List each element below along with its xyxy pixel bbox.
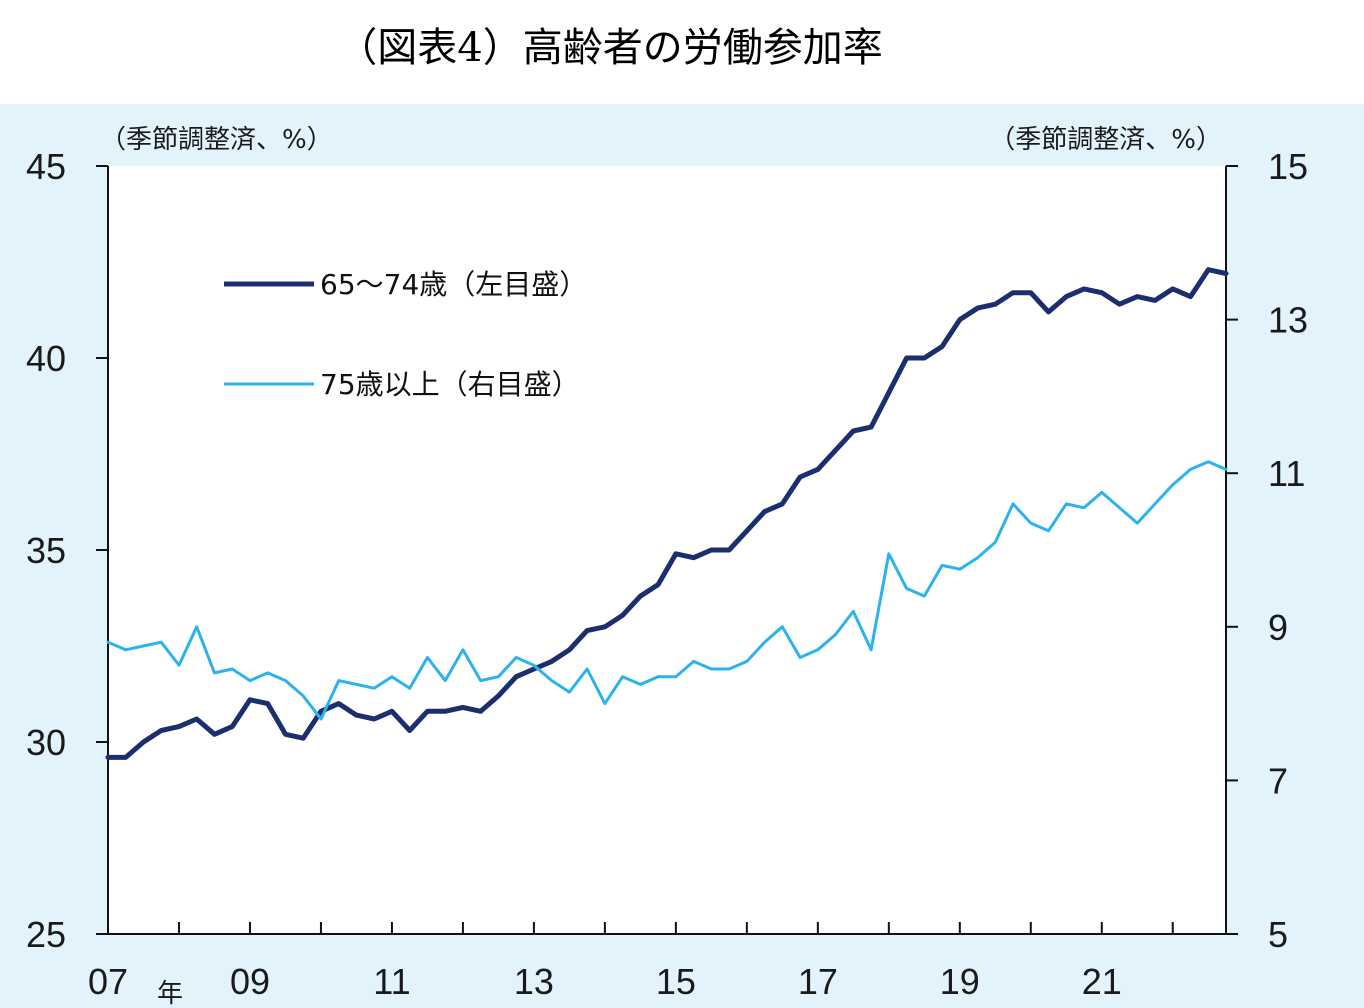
right-axis-tick-label: 7 (1268, 760, 1288, 801)
x-axis-tick-label: 11 (373, 961, 410, 1002)
left-axis-unit-label: （季節調整済、%） (100, 125, 333, 155)
left-axis: 25 30 35 40 45 (26, 146, 108, 955)
page-title: （図表4）高齢者の労働参加率 (337, 25, 883, 71)
left-axis-tick-label: 25 (26, 914, 66, 955)
plot-frame (107, 166, 1227, 935)
legend-label-1: 65～74歳（左目盛） (320, 268, 587, 301)
x-axis-tick-label: 19 (940, 961, 980, 1002)
left-axis-tick-label: 40 (26, 338, 66, 379)
right-axis-tick-label: 5 (1268, 914, 1288, 955)
left-axis-tick-label: 45 (26, 146, 66, 187)
right-axis-unit-label: （季節調整済、%） (989, 125, 1222, 155)
right-axis-tick-label: 13 (1268, 300, 1308, 341)
legend-label-2: 75歳以上（右目盛） (320, 368, 580, 401)
left-axis-tick-label: 30 (26, 722, 66, 763)
x-axis-year-suffix: 年 (157, 979, 183, 1008)
right-axis-tick-label: 15 (1268, 146, 1308, 187)
right-axis: 5 7 9 11 13 15 (1226, 146, 1308, 955)
x-axis: 07 年 09 11 13 15 17 19 21 (88, 922, 1174, 1008)
x-axis-tick-label: 13 (514, 961, 554, 1002)
legend: 65～74歳（左目盛） 75歳以上（右目盛） (224, 268, 587, 401)
x-axis-tick-label: 07 (88, 961, 128, 1002)
line-chart: 25 30 35 40 45 5 7 9 11 13 15 07 年 09 11 13 15 17 19 21 6… (26, 125, 1308, 1008)
series-layer (105, 267, 1229, 760)
right-axis-tick-label: 9 (1268, 607, 1288, 648)
series-line-2 (106, 460, 1228, 721)
series-line-1 (105, 267, 1229, 760)
right-axis-tick-label: 11 (1268, 453, 1305, 494)
x-axis-tick-label: 15 (656, 961, 696, 1002)
chart-panel: 25 30 35 40 45 5 7 9 11 13 15 07 年 09 11 13 15 17 19 21 6… (0, 104, 1364, 1008)
x-axis-tick-label: 17 (798, 961, 838, 1002)
x-axis-tick-label: 09 (230, 961, 270, 1002)
plot-area (108, 166, 1226, 934)
left-axis-tick-label: 35 (26, 530, 66, 571)
x-axis-tick-label: 21 (1082, 961, 1122, 1002)
